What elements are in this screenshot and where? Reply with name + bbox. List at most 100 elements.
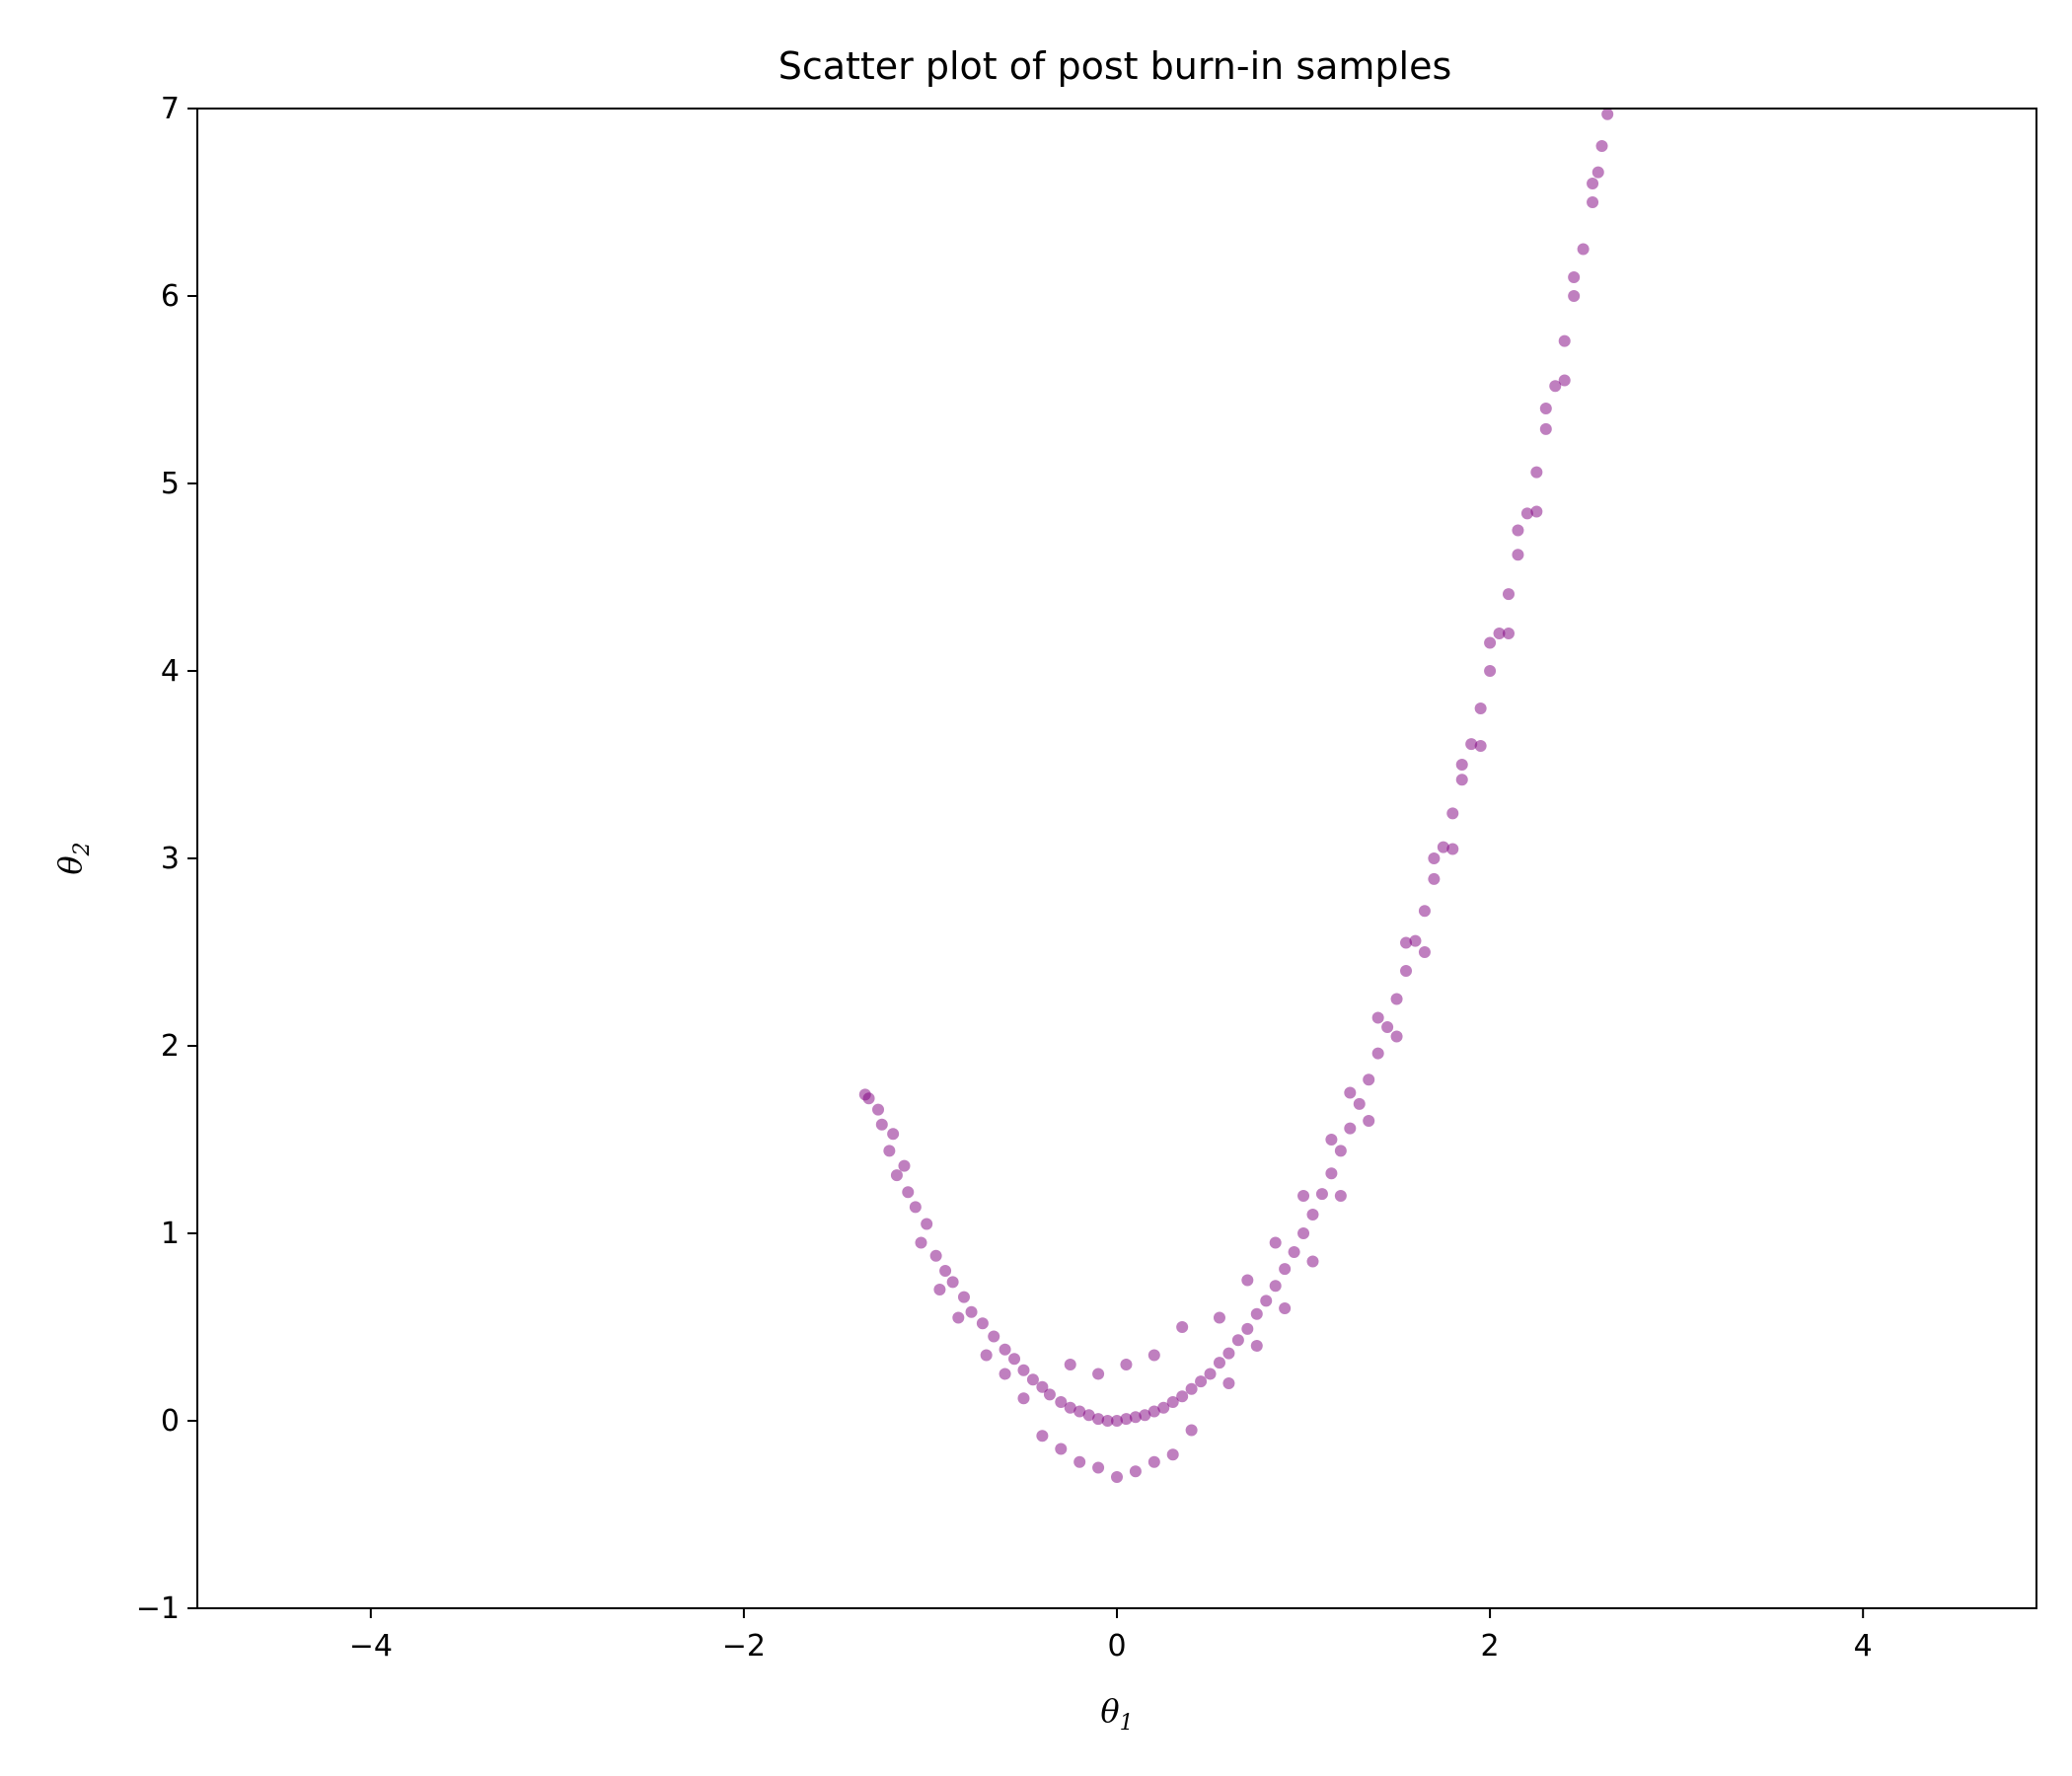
scatter-point xyxy=(1026,1373,1039,1386)
scatter-point xyxy=(1465,738,1478,751)
scatter-point xyxy=(1306,1209,1319,1221)
scatter-point xyxy=(1185,1382,1198,1395)
scatter-point xyxy=(1260,1295,1273,1307)
scatter-point xyxy=(1250,1307,1263,1320)
scatter-point xyxy=(1092,1368,1105,1380)
scatter-point xyxy=(1157,1401,1170,1414)
scatter-point xyxy=(1055,1443,1068,1455)
scatter-point xyxy=(887,1128,900,1141)
scatter-point xyxy=(1418,905,1431,918)
scatter-point xyxy=(999,1368,1011,1380)
x-tick-label: −4 xyxy=(349,1629,393,1664)
x-axis-label: θ1 xyxy=(1100,1692,1133,1736)
scatter-point xyxy=(862,1092,875,1105)
scatter-point xyxy=(965,1305,978,1318)
y-axis: −1 0 1 2 3 4 5 6 7 xyxy=(136,92,197,1626)
scatter-point xyxy=(915,1236,927,1249)
scatter-point xyxy=(1231,1334,1244,1347)
scatter-point xyxy=(1222,1347,1235,1360)
scatter-point xyxy=(1017,1364,1030,1376)
scatter-point xyxy=(1185,1424,1198,1437)
scatter-point xyxy=(1092,1413,1105,1426)
scatter-point xyxy=(1437,841,1449,853)
scatter-point xyxy=(1334,1190,1347,1202)
scatter-point xyxy=(1568,271,1581,283)
scatter-point xyxy=(1390,1030,1403,1043)
scatter-point xyxy=(1381,1021,1394,1033)
scatter-point xyxy=(1484,665,1497,677)
scatter-point xyxy=(875,1118,888,1131)
scatter-point xyxy=(1409,934,1422,947)
y-tick-label: −1 xyxy=(136,1591,180,1626)
scatter-point xyxy=(999,1343,1011,1356)
scatter-point xyxy=(1279,1302,1292,1314)
scatter-point xyxy=(1073,1455,1086,1468)
x-axis-label-main: θ xyxy=(1100,1692,1119,1730)
scatter-point xyxy=(1213,1311,1225,1324)
scatter-point xyxy=(1036,1380,1049,1393)
scatter-point xyxy=(933,1284,946,1295)
scatter-point xyxy=(921,1218,933,1230)
scatter-point xyxy=(1166,1448,1179,1461)
scatter-point xyxy=(1502,588,1515,601)
x-tick-label: 4 xyxy=(1854,1629,1873,1664)
scatter-point xyxy=(1101,1415,1114,1427)
scatter-point xyxy=(1008,1353,1021,1366)
scatter-point xyxy=(1558,334,1571,347)
scatter-point xyxy=(1520,507,1533,520)
scatter-point xyxy=(1129,1465,1142,1478)
y-tick-label: 5 xyxy=(161,467,180,501)
scatter-point xyxy=(1558,374,1571,387)
scatter-point xyxy=(1241,1322,1254,1335)
scatter-point xyxy=(1092,1461,1105,1474)
scatter-point xyxy=(1222,1377,1235,1389)
scatter-point xyxy=(1390,993,1403,1005)
scatter-point xyxy=(1577,243,1590,256)
scatter-point xyxy=(1446,807,1459,820)
scatter-point xyxy=(1055,1396,1068,1408)
scatter-point xyxy=(1334,1145,1347,1157)
scatter-point xyxy=(1587,178,1599,189)
y-tick-label: 7 xyxy=(161,92,180,126)
scatter-point xyxy=(1455,759,1468,771)
scatter-point xyxy=(1428,852,1441,864)
scatter-point xyxy=(1363,1073,1375,1086)
y-tick-label: 0 xyxy=(161,1404,180,1439)
scatter-point xyxy=(1120,1359,1133,1370)
scatter-point xyxy=(1297,1190,1310,1202)
scatter-point xyxy=(1539,422,1552,435)
scatter-point xyxy=(1400,936,1413,949)
scatter-point xyxy=(1493,628,1506,639)
scatter-point xyxy=(902,1186,915,1199)
y-tick-label: 3 xyxy=(161,842,180,876)
scatter-point xyxy=(1325,1167,1338,1180)
scatter-point xyxy=(1017,1392,1030,1405)
scatter-point xyxy=(1195,1375,1208,1388)
scatter-point xyxy=(946,1276,959,1289)
scatter-point xyxy=(1353,1097,1366,1110)
scatter-point xyxy=(1139,1409,1151,1422)
scatter-point xyxy=(1064,1401,1076,1414)
scatter-point xyxy=(1539,403,1552,414)
scatter-point xyxy=(1129,1411,1142,1424)
scatter-point xyxy=(1474,740,1487,752)
scatter-point xyxy=(1269,1280,1282,1293)
scatter-point xyxy=(1428,872,1441,885)
scatter-point xyxy=(1418,946,1431,958)
scatter-point xyxy=(909,1201,922,1214)
scatter-point xyxy=(1176,1321,1189,1333)
scatter-point xyxy=(1120,1413,1133,1426)
scatter-point xyxy=(1591,166,1604,179)
x-axis: −4 −2 0 2 4 xyxy=(349,1608,1873,1664)
y-tick-label: 6 xyxy=(161,279,180,314)
y-axis-label: θ2 xyxy=(51,842,95,874)
scatter-point xyxy=(1400,965,1413,977)
scatter-point xyxy=(1043,1388,1056,1401)
y-axis-label-main: θ xyxy=(51,855,89,874)
scatter-point xyxy=(1269,1236,1282,1249)
scatter-point xyxy=(1111,1471,1123,1483)
scatter-point xyxy=(1371,1011,1384,1024)
scatter-point xyxy=(1250,1340,1263,1352)
scatter-point xyxy=(1484,636,1497,649)
scatter-point xyxy=(1601,108,1614,120)
